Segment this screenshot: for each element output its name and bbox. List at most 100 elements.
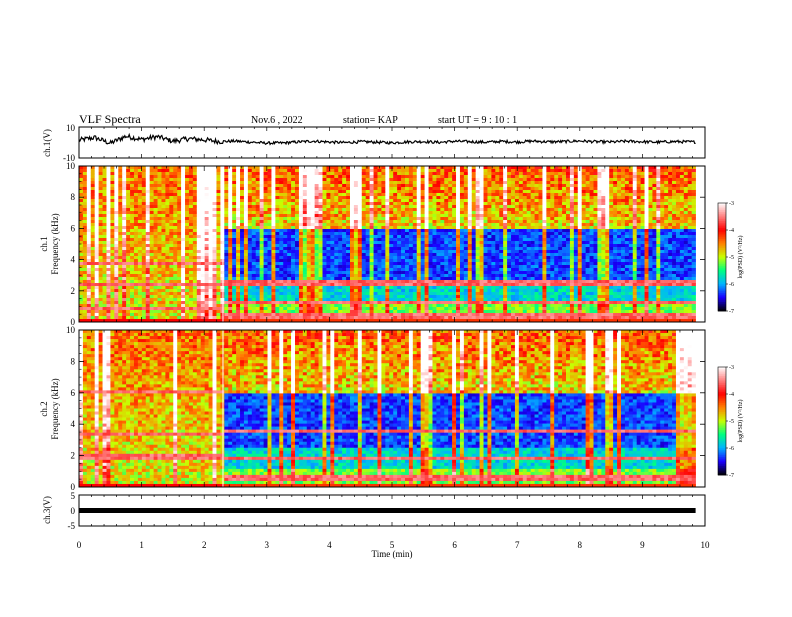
spectrogram-cell	[130, 256, 134, 259]
spectrogram-cell	[181, 262, 185, 265]
spectrogram-cell	[319, 304, 323, 307]
spectrogram-cell	[346, 265, 350, 268]
spectrogram-cell	[303, 220, 307, 223]
spectrogram-cell	[130, 244, 134, 247]
spectrogram-cell	[279, 202, 283, 205]
spectrogram-cell	[350, 211, 354, 214]
spectrogram-cell	[315, 268, 319, 271]
spectrogram-cell	[307, 241, 311, 244]
spectrogram-cell	[432, 226, 436, 229]
spectrogram-cell	[150, 232, 154, 235]
spectrogram-cell	[189, 247, 193, 250]
spectrogram-cell	[83, 205, 87, 208]
spectrogram-cell	[350, 289, 354, 292]
spectrogram-cell	[197, 175, 201, 178]
spectrogram-cell	[114, 253, 118, 256]
spectrogram-cell	[421, 316, 425, 319]
spectrogram-cell	[252, 244, 256, 247]
spectrogram-cell	[87, 262, 91, 265]
spectrogram-cell	[181, 286, 185, 289]
spectrogram-cell	[295, 196, 299, 199]
spectrogram-cell	[291, 217, 295, 220]
spectrogram-cell	[205, 211, 209, 214]
spectrogram-cell	[362, 247, 366, 250]
spectrogram-cell	[165, 289, 169, 292]
spectrogram-cell	[291, 253, 295, 256]
spectrogram-cell	[385, 259, 389, 262]
spectrogram-cell	[126, 241, 130, 244]
spectrogram-cell	[134, 196, 138, 199]
spectrogram-cell	[106, 259, 110, 262]
spectrogram-cell	[323, 277, 327, 280]
spectrogram-cell	[181, 169, 185, 172]
spectrogram-cell	[224, 223, 228, 226]
spectrogram-cell	[99, 214, 103, 217]
spectrogram-cell	[138, 175, 142, 178]
spectrogram-cell	[256, 250, 260, 253]
spectrogram-cell	[165, 253, 169, 256]
spectrogram-cell	[177, 241, 181, 244]
spectrogram-cell	[311, 268, 315, 271]
spectrogram-cell	[197, 229, 201, 232]
spectrogram-cell	[165, 193, 169, 196]
spectrogram-cell	[228, 313, 232, 316]
spectrogram-cell	[366, 217, 370, 220]
spectrogram-cell	[216, 316, 220, 319]
spectrogram-cell	[366, 196, 370, 199]
spectrogram-cell	[381, 271, 385, 274]
spectrogram-cell	[389, 232, 393, 235]
spectrogram-cell	[126, 262, 130, 265]
spectrogram-cell	[138, 307, 142, 310]
spectrogram-cell	[275, 247, 279, 250]
spectrogram-cell	[87, 310, 91, 313]
spectrogram-cell	[299, 175, 303, 178]
spectrogram-cell	[154, 199, 158, 202]
spectrogram-cell	[169, 301, 173, 304]
spectrogram-cell	[440, 244, 444, 247]
spectrogram-cell	[287, 292, 291, 295]
spectrogram-cell	[342, 226, 346, 229]
spectrogram-cell	[346, 232, 350, 235]
spectrogram-cell	[150, 259, 154, 262]
spectrogram-cell	[283, 316, 287, 319]
spectrogram-cell	[213, 253, 217, 256]
spectrogram-cell	[114, 313, 118, 316]
spectrogram-cell	[260, 313, 264, 316]
spectrogram-cell	[142, 238, 146, 241]
spectrogram-cell	[370, 304, 374, 307]
spectrogram-cell	[197, 277, 201, 280]
spectrogram-cell	[126, 190, 130, 193]
spectrogram-cell	[79, 283, 83, 286]
spectrogram-cell	[358, 316, 362, 319]
spectrogram-cell	[299, 235, 303, 238]
spectrogram-cell	[405, 229, 409, 232]
spectrogram-cell	[385, 172, 389, 175]
spectrogram-cell	[362, 175, 366, 178]
spectrogram-cell	[334, 274, 338, 277]
spectrogram-cell	[185, 271, 189, 274]
spectrogram-cell	[83, 271, 87, 274]
spectrogram-cell	[397, 313, 401, 316]
spectrogram-cell	[338, 193, 342, 196]
spectrogram-cell	[421, 235, 425, 238]
spectrogram-cell	[362, 202, 366, 205]
spectrogram-cell	[103, 229, 107, 232]
spectrogram-cell	[142, 220, 146, 223]
spectrogram-cell	[268, 235, 272, 238]
spectrogram-cell	[110, 235, 114, 238]
spectrogram-cell	[374, 253, 378, 256]
spectrogram-cell	[432, 277, 436, 280]
spectrogram-cell	[291, 223, 295, 226]
spectrogram-cell	[240, 214, 244, 217]
spectrogram-cell	[205, 187, 209, 190]
spectrogram-cell	[425, 301, 429, 304]
spectrogram-cell	[358, 280, 362, 283]
spectrogram-cell	[201, 190, 205, 193]
spectrogram-cell	[425, 241, 429, 244]
spectrogram-cell	[260, 190, 264, 193]
spectrogram-cell	[346, 193, 350, 196]
spectrogram-cell	[330, 223, 334, 226]
spectrogram-cell	[197, 169, 201, 172]
spectrogram-cell	[425, 181, 429, 184]
spectrogram-cell	[185, 256, 189, 259]
